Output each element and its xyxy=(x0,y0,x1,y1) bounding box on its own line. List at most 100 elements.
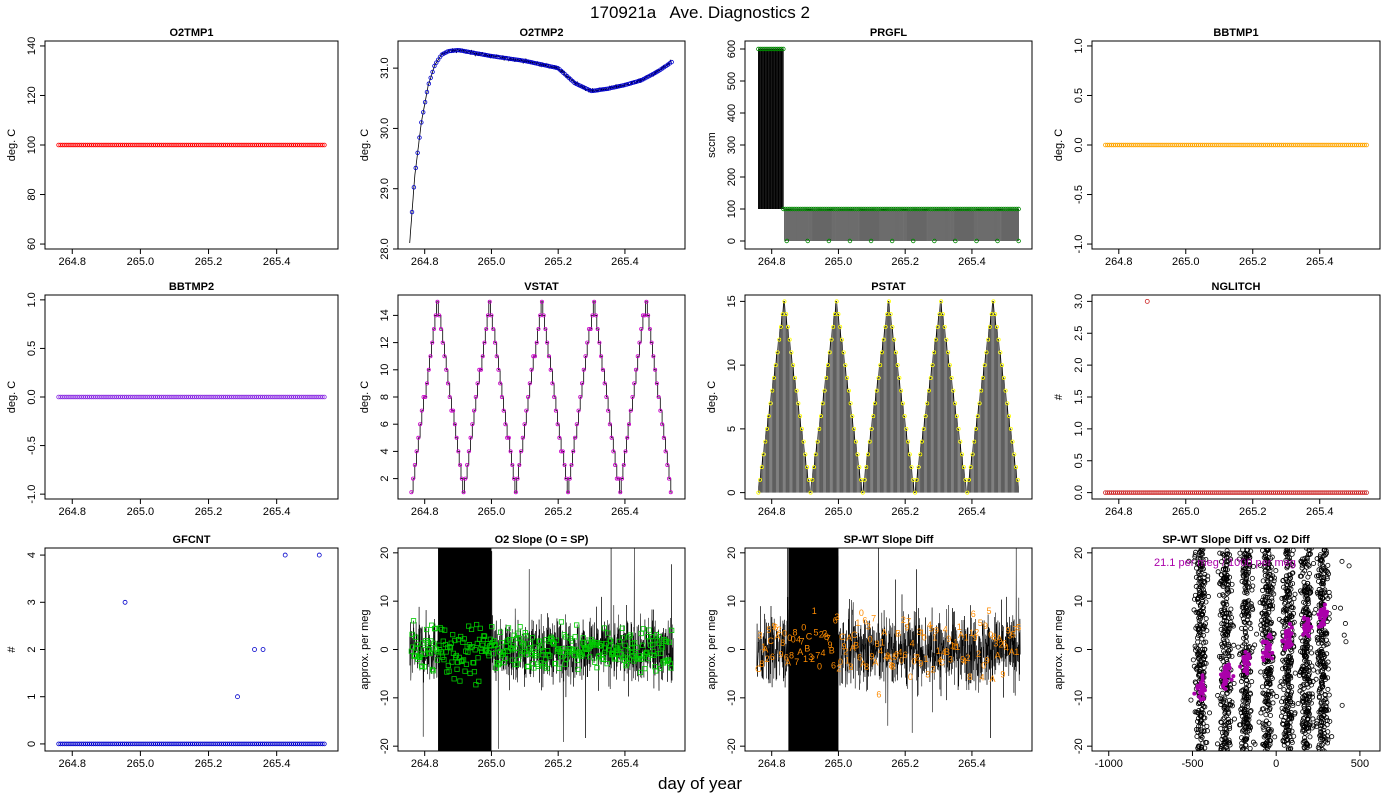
data-point xyxy=(1268,621,1274,627)
y-tick-label: 31.0 xyxy=(379,57,391,78)
data-label: A xyxy=(886,653,892,663)
data-point xyxy=(1267,713,1273,719)
data-point xyxy=(1242,560,1248,566)
data-label: 5 xyxy=(986,606,991,616)
data-point xyxy=(438,649,444,655)
x-tick-label: 264.8 xyxy=(758,758,786,770)
data-point xyxy=(425,381,430,386)
data-point xyxy=(510,462,515,467)
data-point xyxy=(1304,726,1310,732)
data-point xyxy=(468,435,473,440)
data-point xyxy=(598,641,604,647)
data-point xyxy=(562,462,567,467)
data-point xyxy=(1364,142,1369,148)
data-label: 9 xyxy=(904,623,909,633)
data-label: B xyxy=(804,643,810,653)
plot-area xyxy=(56,142,327,148)
data-point xyxy=(1301,685,1307,691)
data-point xyxy=(801,439,806,444)
data-point xyxy=(812,465,817,470)
y-tick-label: 600 xyxy=(726,40,738,58)
data-point xyxy=(547,653,553,659)
data-point xyxy=(881,337,886,342)
data-point xyxy=(429,622,435,628)
y-tick-label: 0 xyxy=(726,238,738,244)
data-label: 4 xyxy=(979,672,984,682)
data-point xyxy=(1292,670,1298,676)
data-point xyxy=(1270,573,1276,579)
y-tick-label: 200 xyxy=(726,168,738,186)
data-point xyxy=(527,381,532,386)
data-point xyxy=(783,206,788,212)
data-point xyxy=(1243,575,1249,581)
data-point xyxy=(1219,578,1225,584)
data-point xyxy=(1319,640,1325,646)
data-point xyxy=(612,655,618,661)
data-point xyxy=(1012,206,1017,212)
data-point xyxy=(1200,740,1206,746)
data-point xyxy=(640,626,646,632)
plot-area xyxy=(409,299,673,495)
x-tick-label: 500 xyxy=(1351,758,1369,770)
y-tick-label: -20 xyxy=(379,738,391,754)
data-point xyxy=(1220,658,1226,664)
plot-area xyxy=(1103,142,1369,148)
data-point xyxy=(633,79,639,84)
data-point xyxy=(526,394,531,399)
panel-title: PSTAT xyxy=(871,281,906,293)
data-label: C xyxy=(767,636,774,646)
y-tick-label: 29.0 xyxy=(379,178,391,199)
data-label: 1 xyxy=(924,654,929,664)
data-point xyxy=(834,299,839,304)
data-point xyxy=(1291,596,1297,602)
data-point xyxy=(599,354,604,359)
data-point xyxy=(1289,740,1295,746)
data-point xyxy=(410,618,417,624)
x-tick-label: 265.4 xyxy=(611,506,639,518)
data-point xyxy=(1217,550,1223,556)
y-tick-label: 0.0 xyxy=(26,389,38,404)
data-label: A xyxy=(881,628,887,638)
data-point xyxy=(785,324,790,329)
data-point xyxy=(1309,725,1315,731)
data-point xyxy=(622,642,628,648)
data-point xyxy=(1284,674,1290,680)
panel-title: BBTMP1 xyxy=(1213,27,1258,39)
y-tick-label: -10 xyxy=(379,690,391,706)
data-point xyxy=(1224,548,1230,554)
data-point xyxy=(556,665,562,672)
y-tick-label: 20 xyxy=(726,547,738,559)
data-point xyxy=(1226,653,1232,659)
x-tick-label: 264.8 xyxy=(411,758,439,770)
data-point xyxy=(1318,567,1324,573)
data-point xyxy=(1204,728,1210,734)
data-point xyxy=(824,375,829,380)
data-point xyxy=(458,462,463,467)
data-point xyxy=(1304,590,1310,596)
data-point xyxy=(235,694,240,700)
y-tick-label: 0 xyxy=(1073,646,1085,652)
data-label: 7 xyxy=(815,650,820,660)
data-point xyxy=(1304,707,1310,713)
data-point xyxy=(961,465,966,470)
data-point xyxy=(555,422,560,427)
data-point xyxy=(1199,611,1205,617)
data-point xyxy=(445,662,451,669)
data-point xyxy=(935,324,940,329)
data-label: 6 xyxy=(876,690,881,700)
data-point xyxy=(1226,737,1232,743)
data-point xyxy=(651,652,657,658)
data-point xyxy=(998,350,1003,355)
data-point xyxy=(1221,747,1227,751)
data-point xyxy=(1322,707,1328,713)
data-label: 7 xyxy=(800,637,805,647)
data-point xyxy=(1231,642,1237,648)
data-point xyxy=(1197,564,1203,570)
data-point xyxy=(505,625,512,631)
data-point xyxy=(1246,613,1252,619)
data-point xyxy=(1200,662,1206,668)
data-point xyxy=(498,381,503,386)
data-point xyxy=(807,206,812,212)
data-point xyxy=(560,449,565,454)
data-point xyxy=(602,381,607,386)
